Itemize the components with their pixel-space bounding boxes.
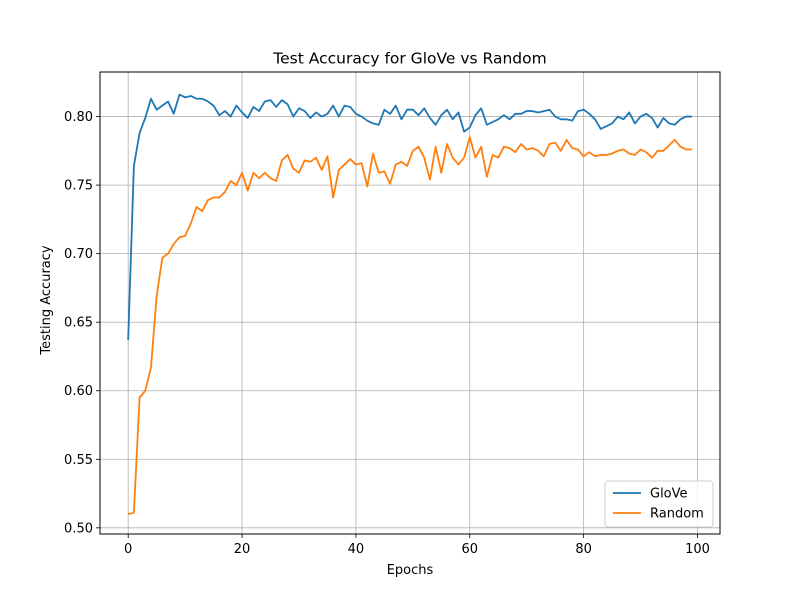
y-axis-label: Testing Accuracy	[39, 245, 54, 355]
axis-ticks: 0 20 40 60 80 100 0.50 0.55 0.60 0.65 0.70 0.75 0.80	[64, 110, 710, 557]
y-tick-label: 0.75	[64, 179, 93, 194]
series-lines	[127, 93, 692, 515]
chart-title: Test Accuracy for GloVe vs Random	[272, 50, 546, 68]
legend: GloVe Random	[604, 480, 714, 528]
x-tick-label: 40	[348, 542, 365, 557]
x-axis-label: Epochs	[387, 563, 434, 578]
y-tick-label: 0.70	[64, 247, 93, 262]
legend-label-random: Random	[650, 507, 704, 522]
series-line-glove	[127, 93, 692, 341]
y-tick-label: 0.50	[64, 521, 93, 536]
x-tick-label: 20	[234, 542, 251, 557]
x-tick-label: 60	[462, 542, 479, 557]
y-tick-label: 0.65	[64, 316, 93, 331]
series-line-random	[127, 136, 692, 515]
plot-frame	[99, 71, 721, 535]
x-tick-label: 0	[124, 542, 132, 557]
grid	[100, 72, 720, 534]
x-tick-label: 100	[685, 542, 710, 557]
y-tick-label: 0.60	[64, 384, 93, 399]
x-tick-label: 80	[575, 542, 592, 557]
y-tick-label: 0.80	[64, 110, 93, 125]
y-tick-label: 0.55	[64, 453, 93, 468]
legend-label-glove: GloVe	[650, 487, 688, 502]
